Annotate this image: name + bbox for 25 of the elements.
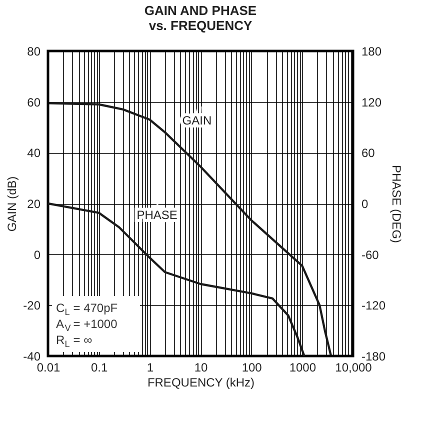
y2-tick-label: 180 bbox=[362, 44, 382, 58]
y2-tick-label: -180 bbox=[362, 350, 386, 364]
x-tick-label: 100 bbox=[242, 360, 262, 374]
y2-tick-label: 60 bbox=[362, 146, 376, 160]
y-axis-title: GAIN (dB) bbox=[5, 176, 20, 232]
x-tick-label: 10 bbox=[194, 360, 208, 374]
x-tick-label: 1000 bbox=[289, 360, 316, 374]
y2-axis-title: PHASE (DEG) bbox=[390, 164, 404, 244]
x-tick-label: 10,000 bbox=[335, 360, 372, 374]
y-tick-label: 60 bbox=[27, 95, 41, 110]
y2-tick-label: 0 bbox=[362, 197, 368, 211]
x-tick-label: 0.1 bbox=[90, 360, 108, 374]
y-tick-label: 80 bbox=[27, 44, 41, 58]
y2-tick-label: -60 bbox=[362, 248, 380, 262]
y-tick-label: 40 bbox=[27, 146, 41, 160]
y2-tick-label: 120 bbox=[362, 95, 382, 110]
y-tick-label: -40 bbox=[23, 350, 41, 364]
x-axis-title: FREQUENCY (kHz) bbox=[147, 376, 255, 390]
x-tick-label: 1 bbox=[146, 360, 154, 374]
x-tick-label: 0.01 bbox=[36, 360, 60, 374]
chart-title: GAIN AND PHASE vs. FREQUENCY bbox=[144, 3, 257, 33]
y-tick-label: -20 bbox=[23, 298, 41, 313]
y2-tick-label: -120 bbox=[362, 298, 386, 313]
y-tick-label: 20 bbox=[27, 197, 41, 211]
y-tick-label: 0 bbox=[34, 248, 41, 262]
